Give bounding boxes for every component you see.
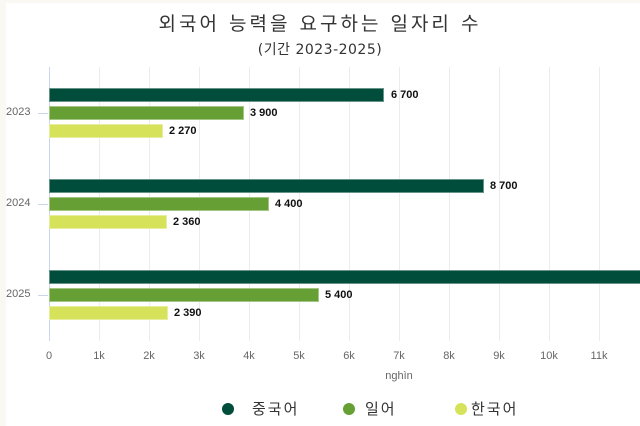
value-label-2025-japanese: 5 400 <box>325 289 353 301</box>
x-tick-label: 1k <box>93 350 105 362</box>
y-category-2025: 2025 <box>6 288 31 300</box>
x-tick-label: 6k <box>343 350 355 362</box>
bar-2023-chinese[interactable] <box>49 88 384 102</box>
legend: 중국어 일어 한국어 <box>0 398 640 422</box>
gridline-9k <box>499 67 500 341</box>
y-category-2023: 2023 <box>6 106 31 118</box>
gridline-7k <box>399 67 400 341</box>
chart-subtitle: (기간 2023-2025) <box>257 42 383 58</box>
value-label-2025-korean: 2 390 <box>174 307 202 319</box>
value-label-2024-japanese: 4 400 <box>275 198 303 210</box>
legend-item-japanese[interactable]: 일어 <box>343 398 397 419</box>
gridline-6k <box>349 67 350 341</box>
y-tick-mark <box>38 295 48 296</box>
legend-label: 한국어 <box>471 400 519 418</box>
x-tick-label: 2k <box>143 350 155 362</box>
gridline-5k <box>299 67 300 341</box>
bar-2025-japanese[interactable] <box>49 288 319 302</box>
x-tick-label: 10k <box>540 350 558 362</box>
bar-2023-japanese[interactable] <box>49 106 244 120</box>
legend-item-chinese[interactable]: 중국어 <box>222 398 299 419</box>
bar-2025-korean[interactable] <box>49 306 168 320</box>
gridline-8k <box>449 67 450 341</box>
legend-marker-icon <box>343 402 355 415</box>
top-border-strip <box>0 0 640 3</box>
bar-2025-chinese[interactable] <box>49 270 640 284</box>
chart-title: 외국어 능력을 요구하는 일자리 수 <box>158 13 482 35</box>
bar-2024-korean[interactable] <box>49 215 167 229</box>
value-label-2023-chinese: 6 700 <box>391 89 419 101</box>
bar-2024-chinese[interactable] <box>49 179 484 193</box>
x-axis-title: nghìn <box>385 370 413 382</box>
x-tick-label: 4k <box>243 350 255 362</box>
legend-marker-icon <box>222 402 234 415</box>
legend-marker-icon <box>455 402 467 415</box>
legend-label: 일어 <box>365 400 397 418</box>
gridline-10k <box>549 67 550 341</box>
gridline-11k <box>599 67 600 341</box>
value-label-2024-chinese: 8 700 <box>490 180 518 192</box>
value-label-2023-korean: 2 270 <box>169 125 197 137</box>
y-category-2024: 2024 <box>6 197 31 209</box>
legend-label: 중국어 <box>252 400 300 418</box>
x-tick-label: 5k <box>293 350 305 362</box>
x-tick-label: 8k <box>443 350 455 362</box>
y-tick-mark <box>38 113 48 114</box>
y-tick-mark <box>38 204 48 205</box>
legend-item-korean[interactable]: 한국어 <box>455 398 518 419</box>
value-label-2024-korean: 2 360 <box>173 216 201 228</box>
x-tick-label: 7k <box>393 350 405 362</box>
bar-2023-korean[interactable] <box>49 124 163 138</box>
x-tick-label: 3k <box>193 350 205 362</box>
x-tick-label: 11k <box>590 350 608 362</box>
value-label-2023-japanese: 3 900 <box>250 107 278 119</box>
x-tick-label: 9k <box>493 350 505 362</box>
left-border-strip <box>0 0 6 426</box>
bar-2024-japanese[interactable] <box>49 197 269 211</box>
x-tick-label: 0 <box>45 350 53 362</box>
